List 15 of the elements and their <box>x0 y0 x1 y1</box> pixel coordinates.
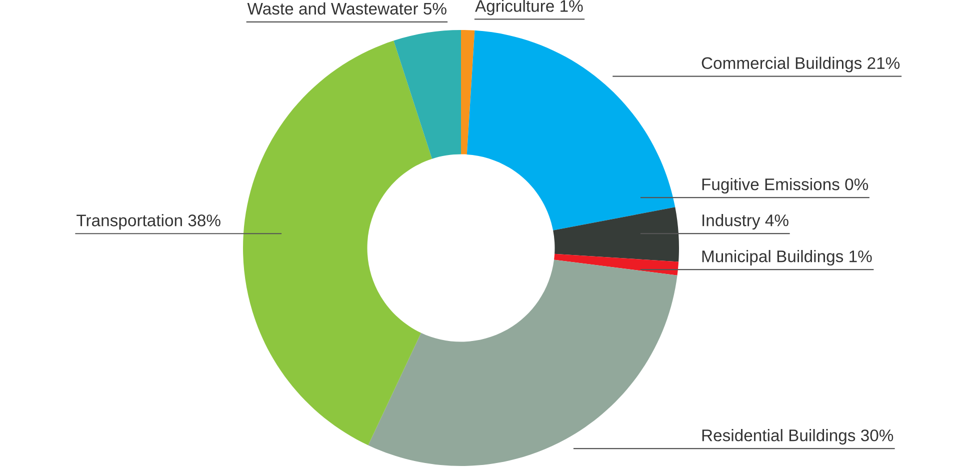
donut-slice <box>466 30 676 230</box>
category-label: Fugitive Emissions 0% <box>702 178 868 194</box>
slice-label: Residential Buildings 30% <box>702 429 894 445</box>
donut-slice <box>243 40 432 446</box>
donut-slice <box>394 30 461 159</box>
slice-label: Municipal Buildings 1% <box>702 250 872 266</box>
donut-slice <box>461 30 475 154</box>
donut-slice <box>554 254 679 276</box>
slice-label: Industry 4% <box>702 214 788 230</box>
slice-label: Transportation 38% <box>76 214 220 230</box>
donut-slice <box>553 207 679 262</box>
slice-label: Commercial Buildings 21% <box>702 56 900 72</box>
slice-label: Agriculture 1% <box>475 0 583 16</box>
donut-slice <box>368 260 678 466</box>
slice-label: Waste and Wastewater 5% <box>247 2 446 15</box>
